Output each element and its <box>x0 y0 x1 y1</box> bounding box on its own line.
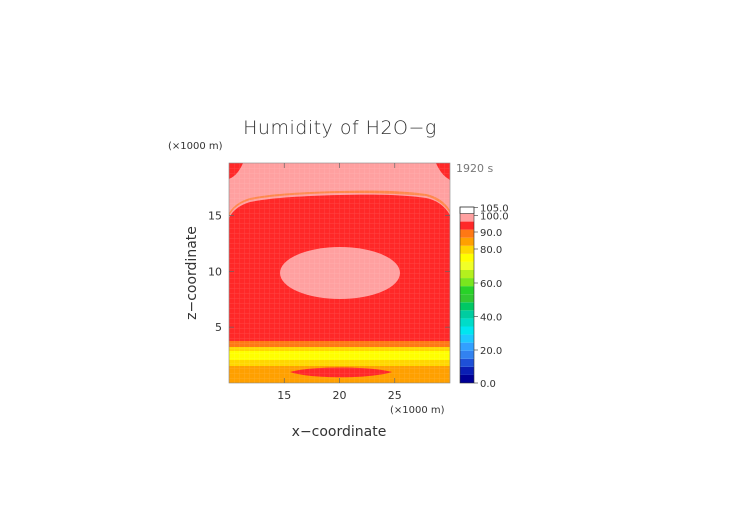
colorbar-tick-label: 40.0 <box>480 313 502 324</box>
colorbar-segment <box>460 278 474 287</box>
y-tick-label: 15 <box>208 209 222 222</box>
colorbar-frame <box>459 206 475 384</box>
colorbar-tick-label: 0.0 <box>480 379 496 390</box>
colorbar-segment <box>460 302 474 311</box>
colorbar-segment <box>460 286 474 295</box>
y-tick-label: 5 <box>215 321 222 334</box>
colorbar-tick-label: 90.0 <box>480 228 502 239</box>
y-tick-label: 10 <box>208 265 222 278</box>
colorbar-segment <box>460 318 474 327</box>
colorbar-segment <box>460 253 474 262</box>
colorbar-segment <box>460 342 474 351</box>
x-axis-ticks: 15 20 25 <box>277 163 402 402</box>
y-axis-ticks: 5 10 15 <box>208 209 450 334</box>
colorbar-tick-label: 105.0 <box>480 204 509 215</box>
colorbar-segment <box>460 245 474 254</box>
colorbar-segment <box>460 221 474 230</box>
colorbar-tick-label: 80.0 <box>480 245 502 256</box>
x-tick-label: 20 <box>333 389 347 402</box>
x-tick-label: 25 <box>388 389 402 402</box>
colorbar-tick-label: 60.0 <box>480 279 502 290</box>
y-axis-unit: (×1000 m) <box>168 141 223 152</box>
x-tick-label: 15 <box>277 389 291 402</box>
colorbar-tick-label: 20.0 <box>480 346 502 357</box>
x-axis-unit: (×1000 m) <box>390 405 445 416</box>
colorbar-segment <box>460 358 474 367</box>
colorbar-segment <box>460 374 474 383</box>
colorbar-tick-label: 100.0 <box>480 212 509 223</box>
chart-title: Humidity of H2O−g <box>243 117 437 139</box>
colorbar-segment <box>460 294 474 303</box>
y-axis-label: z−coordinate <box>184 226 200 320</box>
colorbar-segment <box>460 310 474 319</box>
colorbar-segment <box>460 350 474 359</box>
grid-texture <box>229 163 450 383</box>
colorbar-over-segment <box>459 206 475 214</box>
colorbar-segment <box>460 334 474 343</box>
x-axis-label: x−coordinate <box>292 424 387 440</box>
time-label: 1920 s <box>456 162 493 175</box>
colorbar-segment <box>460 229 474 238</box>
colorbar-segment <box>460 270 474 279</box>
plot-area <box>229 163 450 383</box>
colorbar-segment <box>460 326 474 335</box>
colorbar-segment <box>460 366 474 375</box>
colorbar-segment <box>460 261 474 270</box>
colorbar-segment <box>460 213 474 222</box>
colorbar-segment <box>460 237 474 246</box>
